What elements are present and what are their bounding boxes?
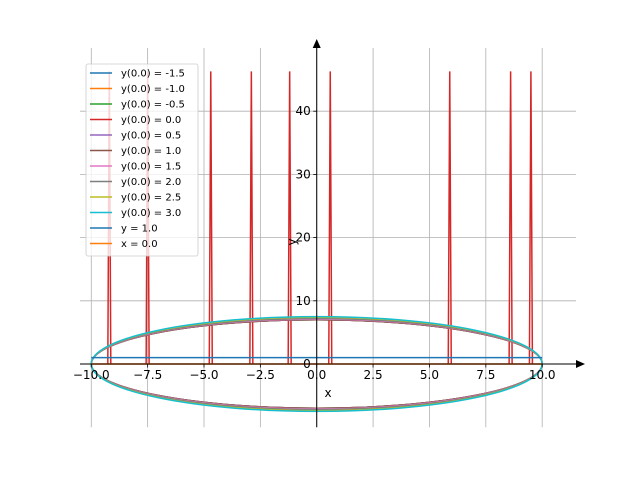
y-tick-label: 30 <box>295 167 310 181</box>
series-y-0-0-0-0-spike <box>249 71 254 365</box>
tick-labels: −10.0 −7.5 −5.0 −2.5 0.0 2.5 5.0 7.5 10.0 0 10 20 30… <box>73 104 556 382</box>
legend-label: y(0.0) = 1.5 <box>121 162 181 173</box>
x-tick-label: −7.5 <box>133 368 162 382</box>
legend-label: y(0.0) = 2.0 <box>121 177 181 188</box>
y-tick-label: 0 <box>303 357 311 371</box>
legend-label: y(0.0) = -1.5 <box>121 69 185 80</box>
axis-labels: x y <box>285 238 332 400</box>
y-tick-label: 10 <box>295 294 310 308</box>
series-y-0-0-0-0-spike <box>328 71 333 365</box>
legend-box <box>85 63 199 257</box>
x-axis-arrow <box>576 360 585 368</box>
x-tick-label: −5.0 <box>189 368 218 382</box>
x-tick-label: 7.5 <box>476 368 495 382</box>
x-tick-label: 10.0 <box>529 368 556 382</box>
series-y-0-0-0-0-spike <box>528 71 534 365</box>
y-axis-arrow <box>312 39 321 48</box>
legend-label: y(0.0) = 3.0 <box>121 208 181 219</box>
x-tick-label: −10.0 <box>73 368 110 382</box>
y-tick-label: 40 <box>295 104 310 118</box>
legend-label: y(0.0) = -0.5 <box>121 100 185 111</box>
legend-label: y(0.0) = 2.5 <box>121 193 181 204</box>
series-y-0-0-0-0-spike <box>208 71 214 365</box>
x-tick-label: −2.5 <box>246 368 275 382</box>
series-y-0-0-0-0-spike <box>447 71 452 365</box>
x-tick-label: 5.0 <box>420 368 439 382</box>
x-tick-label: 2.5 <box>364 368 383 382</box>
x-tick-label: 0.0 <box>307 368 326 382</box>
legend-label: y(0.0) = 1.0 <box>121 146 181 157</box>
legend-label: y(0.0) = 0.5 <box>121 131 181 142</box>
y-axis-label: y <box>285 238 299 245</box>
legend-label: x = 0.0 <box>121 239 158 250</box>
legend: y(0.0) = -1.5 y(0.0) = -1.0 y(0.0) = -0.5 y… <box>85 63 199 257</box>
legend-label: y = 1.0 <box>121 224 158 235</box>
x-axis-label: x <box>324 386 331 400</box>
legend-label: y(0.0) = 0.0 <box>121 115 181 126</box>
y-tick-label: 20 <box>295 231 310 245</box>
legend-label: y(0.0) = -1.0 <box>121 84 185 95</box>
series-y-0-0-0-0-spike <box>508 71 513 365</box>
series-y-0-0-0-0-spike <box>287 71 292 365</box>
